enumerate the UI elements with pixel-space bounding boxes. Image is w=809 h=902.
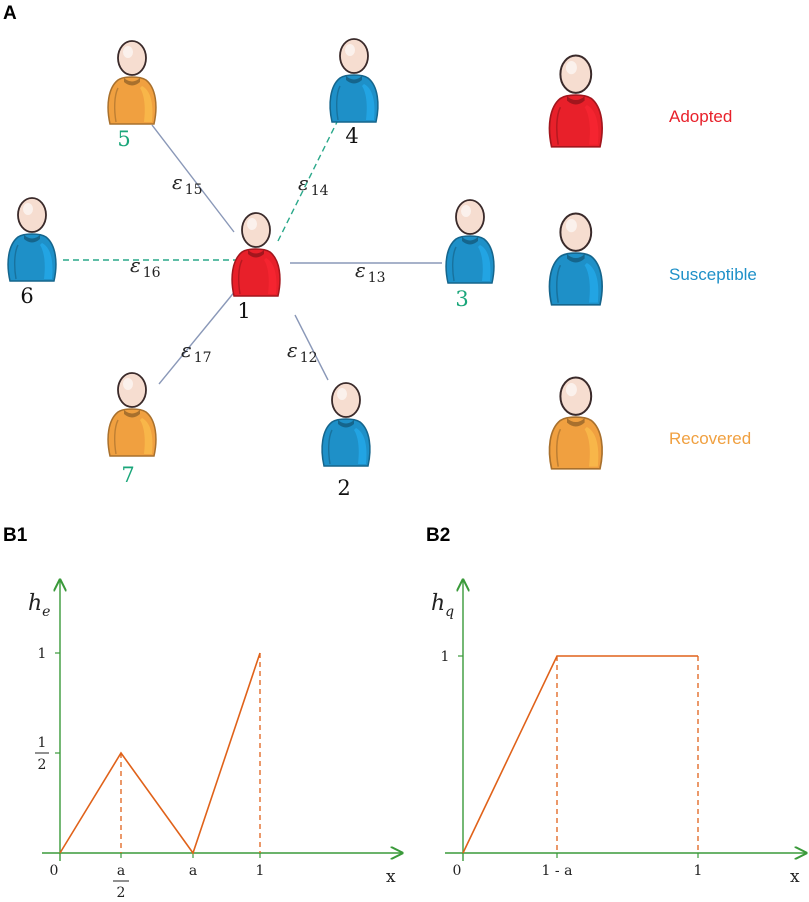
- panel-label-a: A: [3, 3, 17, 24]
- x-tick-label-num: a: [117, 863, 125, 879]
- node-label-3: 3: [455, 287, 468, 311]
- curve-line: [59, 652, 261, 855]
- node-label-5: 5: [117, 127, 130, 151]
- chart-b1: 1 2 1 0 a 2 a 1 he x: [28, 580, 402, 901]
- edge-1-2: [294, 314, 329, 381]
- x-tick-label: 0: [50, 863, 59, 879]
- legend-person-icon-recovered: [548, 376, 603, 470]
- y-tick-label-den: 2: [38, 757, 47, 773]
- edge-1-5: [151, 124, 235, 233]
- x-tick-label: 1: [256, 863, 265, 879]
- edge-1-7: [158, 289, 237, 385]
- panel-label-b1: B1: [3, 525, 28, 546]
- y-tick-label-num: 1: [38, 735, 47, 751]
- y-axis-title: hq: [431, 591, 454, 620]
- edge-label-15: ε 15: [172, 170, 203, 198]
- network-edges: ε 12 ε 13 ε 14 ε 15 ε 16 ε 17: [63, 121, 442, 385]
- legend-label-susceptible: Susceptible: [669, 265, 757, 284]
- curve-line: [462, 655, 698, 854]
- x-tick-label: 0: [453, 863, 462, 879]
- y-axis-title: he: [28, 591, 50, 620]
- person-icon-node-3: [445, 199, 495, 284]
- y-tick-label: 1: [441, 649, 450, 665]
- edge-label-16: ε 16: [130, 253, 161, 281]
- x-axis-title: x: [386, 867, 396, 887]
- network-nodes: 1 2 3 4 5 6 7: [7, 38, 495, 500]
- x-axis-title: x: [790, 867, 800, 887]
- node-label-6: 6: [20, 284, 33, 308]
- person-icon-node-2: [321, 382, 371, 467]
- person-icon-node-4: [329, 38, 379, 123]
- edge-1-4: [277, 121, 338, 242]
- x-tick-label: 1: [694, 863, 703, 879]
- edge-label-13: ε 13: [355, 258, 386, 286]
- legend-person-icon-susceptible: [548, 212, 603, 306]
- panel-label-b2: B2: [426, 525, 450, 546]
- edge-label-14: ε 14: [298, 171, 329, 199]
- node-label-1: 1: [237, 299, 250, 323]
- state-legend: Adopted Susceptible Recovered: [548, 54, 757, 470]
- edge-label-12: ε 12: [287, 338, 318, 366]
- x-tick-label: a: [189, 863, 197, 879]
- person-icon-node-7: [107, 372, 157, 457]
- edge-label-17: ε 17: [181, 338, 212, 366]
- node-label-7: 7: [121, 463, 134, 487]
- x-tick-label-den: 2: [117, 885, 126, 901]
- chart-b2: 1 0 1 - a 1 hq x: [431, 580, 806, 887]
- legend-person-icon-adopted: [548, 54, 603, 148]
- legend-label-adopted: Adopted: [669, 107, 732, 126]
- node-label-2: 2: [337, 476, 350, 500]
- node-label-4: 4: [345, 124, 358, 148]
- person-icon-node-5: [107, 40, 157, 125]
- legend-label-recovered: Recovered: [669, 429, 751, 448]
- y-tick-label: 1: [38, 646, 47, 662]
- person-icon-node-6: [7, 197, 57, 282]
- x-tick-label: 1 - a: [542, 863, 573, 879]
- person-icon-node-1: [231, 212, 281, 297]
